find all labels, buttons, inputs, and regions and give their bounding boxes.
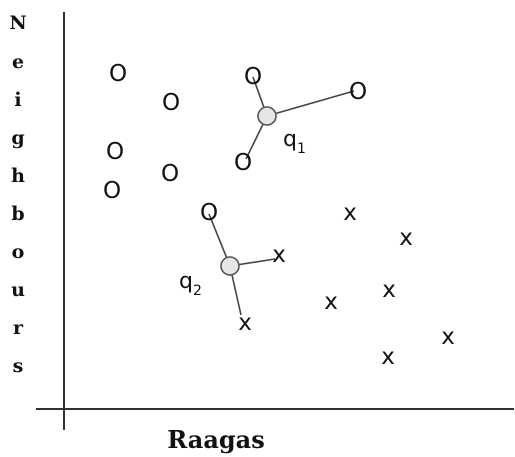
y-label-letter: N — [9, 12, 26, 34]
y-axis-label: N e i g h b o u r s — [9, 12, 26, 377]
y-label-letter: u — [11, 279, 25, 301]
q1-label: q1 — [283, 127, 306, 157]
o-point: O — [349, 79, 367, 105]
x-axis-label: Raagas — [167, 425, 264, 454]
class-o-points: O O O O O O O O O — [103, 61, 367, 226]
x-point: x — [238, 310, 252, 336]
x-point: x — [343, 200, 357, 226]
x-point: x — [381, 344, 395, 370]
o-point: O — [244, 64, 262, 90]
class-x-points: x x x x x x x x — [238, 200, 455, 370]
o-point: O — [162, 90, 180, 116]
o-point: O — [234, 150, 252, 176]
x-point: x — [324, 289, 338, 315]
query-point-q1 — [257, 106, 277, 126]
o-point: O — [161, 161, 179, 187]
x-point: x — [399, 225, 413, 251]
y-label-letter: g — [11, 127, 24, 149]
x-point: x — [272, 242, 286, 268]
o-point: O — [103, 178, 121, 204]
x-point: x — [441, 324, 455, 350]
query-point-q2 — [220, 256, 240, 276]
y-label-letter: r — [13, 317, 24, 339]
q1-neighbor-edge — [266, 90, 355, 117]
q2-label: q2 — [179, 269, 202, 299]
y-label-letter: s — [13, 355, 24, 377]
y-label-letter: e — [12, 51, 24, 73]
o-point: O — [200, 200, 218, 226]
o-point: O — [109, 61, 127, 87]
y-label-letter: i — [14, 89, 21, 111]
y-label-letter: o — [12, 241, 25, 263]
y-label-letter: b — [11, 203, 24, 225]
x-point: x — [382, 277, 396, 303]
o-point: O — [106, 139, 124, 165]
y-label-letter: h — [11, 165, 25, 187]
